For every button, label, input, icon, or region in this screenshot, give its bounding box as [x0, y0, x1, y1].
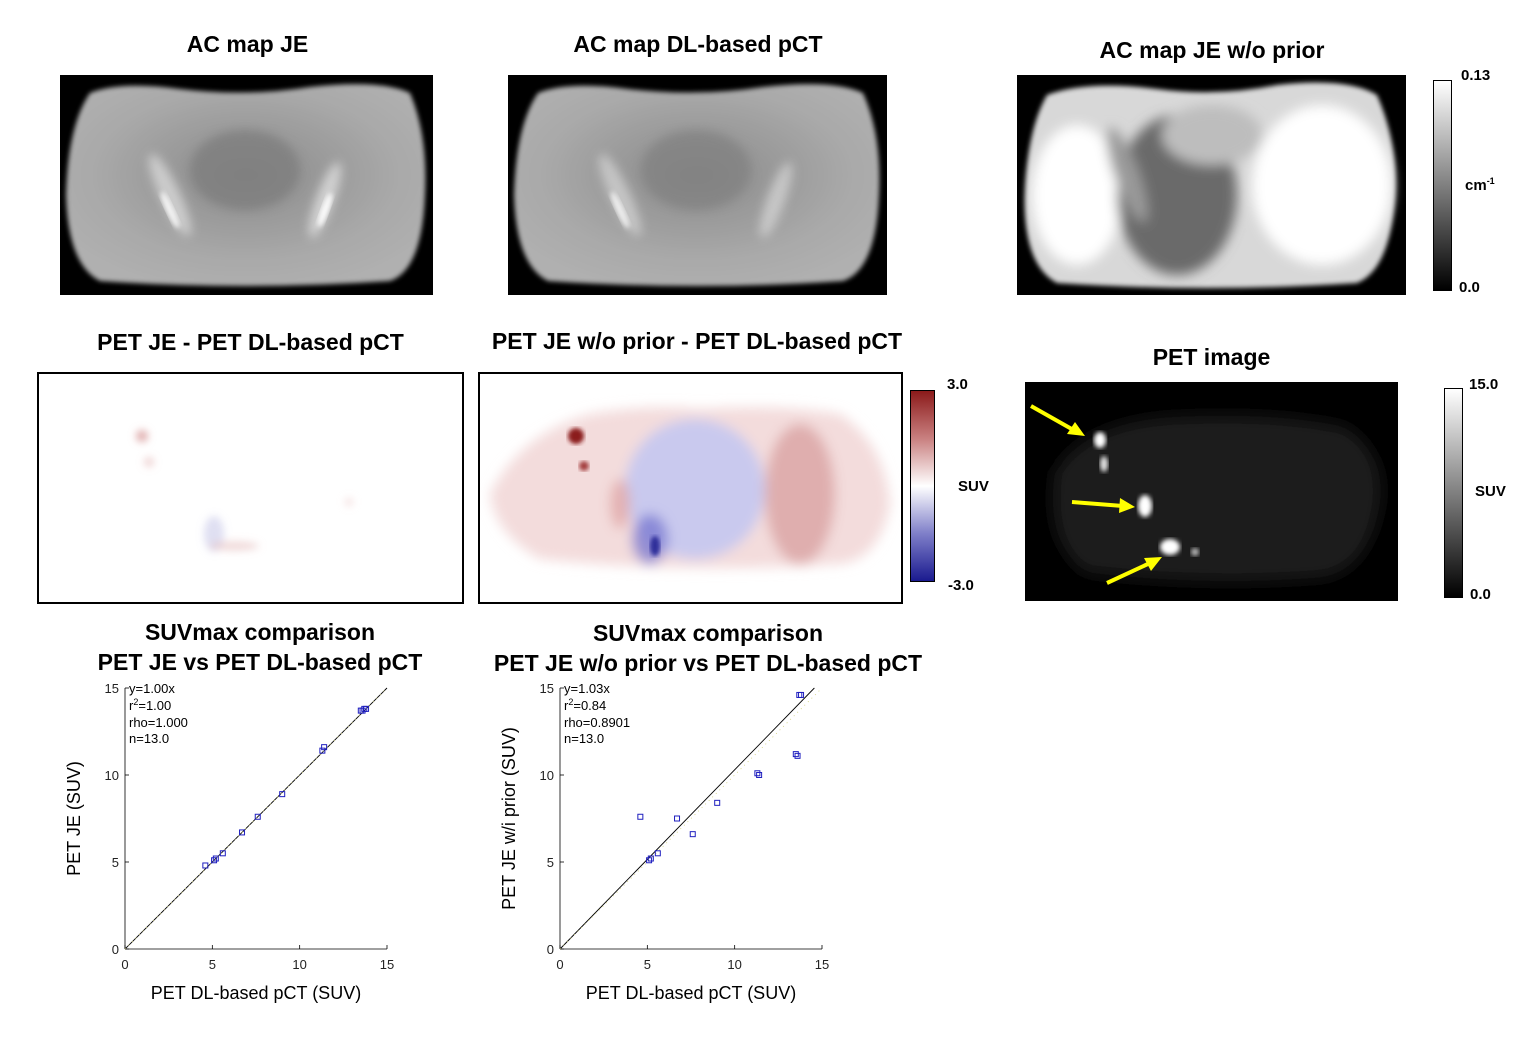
data-point: [796, 691, 803, 698]
data-point: [359, 707, 366, 714]
y-tick-label: 0: [112, 942, 119, 957]
r-squared-value: =0.84: [573, 698, 606, 713]
x-axis-label: PET DL-based pCT (SUV): [586, 983, 796, 1003]
y-tick-label: 0: [547, 942, 554, 957]
data-point: [794, 752, 801, 759]
scatter2-title-line1: SUVmax comparison: [592, 620, 824, 646]
arrow-icon: [1030, 404, 1085, 436]
r-squared: r2=0.84: [564, 697, 606, 713]
title-diff-je: PET JE - PET DL-based pCT: [97, 329, 404, 355]
y-axis-label: PET JE w/i prior (SUV): [499, 727, 519, 910]
r-squared: r2=1.00: [129, 697, 171, 713]
x-tick-label: 10: [727, 957, 741, 972]
data-point: [798, 691, 805, 698]
data-point: [279, 791, 286, 798]
title-ac-je: AC map JE: [186, 31, 309, 57]
ac-colorbar-min: 0.0: [1459, 279, 1480, 296]
x-tick-label: 5: [209, 957, 216, 972]
diff-colorbar: [910, 390, 935, 582]
data-point: [647, 855, 654, 862]
data-point: [637, 813, 644, 820]
title-ac-dl: AC map DL-based pCT: [573, 31, 823, 57]
ac-map-je-image: [60, 75, 433, 295]
x-tick-label: 10: [292, 957, 306, 972]
data-point: [219, 850, 226, 857]
ac-unit-sup: -1: [1486, 176, 1495, 186]
y-axis-label: PET JE (SUV): [64, 761, 84, 876]
ac-colorbar-unit: cm-1: [1465, 176, 1495, 194]
n-value: n=13.0: [129, 731, 169, 746]
data-point: [202, 862, 209, 869]
r-squared-value: =1.00: [138, 698, 171, 713]
x-tick-label: 15: [815, 957, 829, 972]
data-point: [792, 751, 799, 758]
pet-colorbar-max: 15.0: [1469, 376, 1499, 393]
y-tick-label: 5: [112, 855, 119, 870]
x-tick-label: 5: [644, 957, 651, 972]
title-diff-noprior: PET JE w/o prior - PET DL-based pCT: [491, 328, 903, 354]
diff-noprior-image: [478, 372, 903, 604]
data-point: [363, 705, 370, 712]
x-tick-label: 0: [121, 957, 128, 972]
data-point: [674, 815, 681, 822]
data-point: [654, 850, 661, 857]
n-value: n=13.0: [564, 731, 604, 746]
x-axis-label: PET DL-based pCT (SUV): [151, 983, 361, 1003]
y-tick-label: 10: [105, 768, 119, 783]
data-point: [689, 831, 696, 838]
data-point: [211, 857, 218, 864]
title-ac-noprior: AC map JE w/o prior: [1099, 37, 1325, 63]
y-tick-label: 15: [540, 681, 554, 696]
ac-map-dl-image: [508, 75, 887, 295]
data-point: [254, 813, 261, 820]
fit-equation: y=1.03x: [564, 681, 610, 696]
r-squared-base: r: [564, 698, 569, 713]
pet-colorbar-unit: SUV: [1475, 483, 1506, 500]
fit-line: [559, 687, 815, 950]
x-tick-label: 0: [556, 957, 563, 972]
pet-colorbar-min: 0.0: [1470, 586, 1491, 603]
x-tick-label: 15: [380, 957, 394, 972]
fit-line: [124, 687, 388, 950]
scatter2-title-line2: PET JE w/o prior vs PET DL-based pCT: [493, 650, 923, 676]
scatter1-title-line1: SUVmax comparison: [144, 619, 376, 645]
data-point: [319, 747, 326, 754]
diff-colorbar-max: 3.0: [947, 376, 968, 393]
arrow-icon: [1106, 557, 1162, 585]
diff-colorbar-unit: SUV: [958, 478, 989, 495]
ac-colorbar-max: 0.13: [1461, 67, 1491, 84]
data-point: [239, 829, 246, 836]
y-tick-label: 15: [105, 681, 119, 696]
data-point: [756, 772, 763, 778]
data-point: [714, 799, 721, 806]
ac-map-noprior-image: [1017, 75, 1406, 295]
y-tick-label: 10: [540, 768, 554, 783]
title-pet: PET image: [1152, 344, 1271, 370]
arrow-icon: [1071, 498, 1135, 513]
rho-value: rho=0.8901: [564, 715, 630, 730]
r-squared-sup: 2: [568, 697, 573, 707]
y-tick-label: 5: [547, 855, 554, 870]
data-point: [646, 857, 653, 864]
pet-colorbar: [1444, 388, 1463, 598]
rho-value: rho=1.000: [129, 715, 188, 730]
ac-colorbar: [1433, 80, 1452, 291]
ac-unit-base: cm: [1465, 177, 1487, 194]
r-squared-base: r: [129, 698, 134, 713]
scatter1-title-line2: PET JE vs PET DL-based pCT: [97, 649, 423, 675]
fit-equation: y=1.00x: [129, 681, 175, 696]
diff-colorbar-min: -3.0: [948, 577, 974, 594]
pet-image: [1025, 382, 1398, 601]
data-point: [754, 770, 761, 777]
diff-je-image: [37, 372, 464, 604]
data-point: [321, 744, 328, 751]
r-squared-sup: 2: [133, 697, 138, 707]
data-point: [212, 855, 219, 862]
